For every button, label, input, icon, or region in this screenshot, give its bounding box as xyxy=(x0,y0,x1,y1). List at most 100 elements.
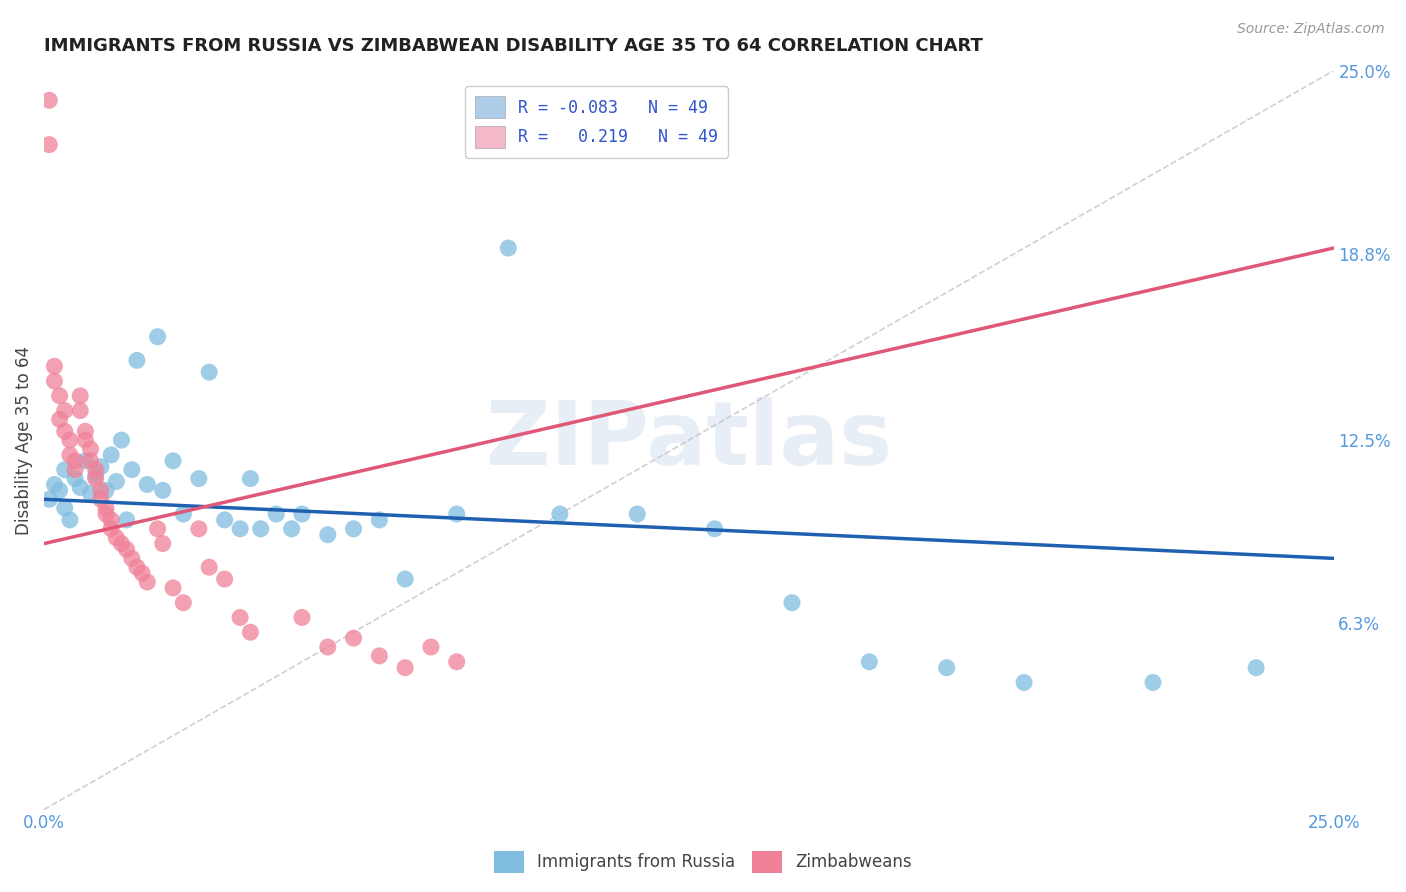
Point xyxy=(935,661,957,675)
Point xyxy=(858,655,880,669)
Point xyxy=(59,448,82,462)
Point xyxy=(239,472,262,486)
Point xyxy=(53,501,76,516)
Point xyxy=(84,468,107,483)
Point xyxy=(94,507,117,521)
Point xyxy=(229,522,252,536)
Point xyxy=(198,560,221,574)
Point xyxy=(63,454,86,468)
Point xyxy=(187,522,209,536)
Text: ZIPatlas: ZIPatlas xyxy=(485,397,891,483)
Point xyxy=(368,648,391,663)
Point xyxy=(115,513,138,527)
Point xyxy=(110,433,132,447)
Point xyxy=(280,522,302,536)
Point xyxy=(90,483,112,498)
Point xyxy=(59,433,82,447)
Point xyxy=(249,522,271,536)
Point xyxy=(69,480,91,494)
Point xyxy=(131,566,153,581)
Point xyxy=(419,640,441,654)
Point xyxy=(342,631,364,645)
Point xyxy=(94,501,117,516)
Point xyxy=(48,483,70,498)
Point xyxy=(498,241,520,255)
Point xyxy=(600,137,623,152)
Point xyxy=(121,551,143,566)
Point xyxy=(214,513,236,527)
Point xyxy=(38,93,60,107)
Point xyxy=(125,560,148,574)
Text: IMMIGRANTS FROM RUSSIA VS ZIMBABWEAN DISABILITY AGE 35 TO 64 CORRELATION CHART: IMMIGRANTS FROM RUSSIA VS ZIMBABWEAN DIS… xyxy=(44,37,983,55)
Point xyxy=(187,472,209,486)
Point xyxy=(63,472,86,486)
Point xyxy=(53,463,76,477)
Point xyxy=(53,424,76,438)
Point xyxy=(291,507,314,521)
Point xyxy=(100,522,122,536)
Point xyxy=(121,463,143,477)
Point xyxy=(100,513,122,527)
Point xyxy=(75,454,97,468)
Point xyxy=(110,536,132,550)
Point xyxy=(780,596,803,610)
Point xyxy=(84,472,107,486)
Point xyxy=(162,454,184,468)
Point xyxy=(105,531,128,545)
Point xyxy=(162,581,184,595)
Point xyxy=(172,596,194,610)
Point xyxy=(146,329,169,343)
Point xyxy=(264,507,287,521)
Point xyxy=(44,374,66,388)
Point xyxy=(44,359,66,374)
Legend: R = -0.083   N = 49, R =   0.219   N = 49: R = -0.083 N = 49, R = 0.219 N = 49 xyxy=(465,87,728,158)
Text: Source: ZipAtlas.com: Source: ZipAtlas.com xyxy=(1237,22,1385,37)
Point xyxy=(100,448,122,462)
Point xyxy=(136,477,159,491)
Point xyxy=(368,513,391,527)
Point xyxy=(291,610,314,624)
Point xyxy=(48,412,70,426)
Point xyxy=(316,640,339,654)
Y-axis label: Disability Age 35 to 64: Disability Age 35 to 64 xyxy=(15,345,32,534)
Point xyxy=(1012,675,1035,690)
Point xyxy=(446,655,468,669)
Point xyxy=(446,507,468,521)
Point xyxy=(198,365,221,379)
Point xyxy=(44,477,66,491)
Point xyxy=(703,522,725,536)
Point xyxy=(548,507,571,521)
Point xyxy=(626,507,648,521)
Point xyxy=(90,459,112,474)
Point xyxy=(79,454,101,468)
Point xyxy=(229,610,252,624)
Point xyxy=(115,542,138,557)
Point xyxy=(84,463,107,477)
Point xyxy=(59,513,82,527)
Point xyxy=(53,403,76,417)
Point xyxy=(69,403,91,417)
Point xyxy=(90,492,112,507)
Point xyxy=(105,475,128,489)
Point xyxy=(79,486,101,500)
Point xyxy=(394,661,416,675)
Point xyxy=(63,463,86,477)
Point xyxy=(239,625,262,640)
Point xyxy=(48,389,70,403)
Point xyxy=(214,572,236,586)
Point xyxy=(38,492,60,507)
Point xyxy=(394,572,416,586)
Point xyxy=(152,536,174,550)
Point xyxy=(1142,675,1164,690)
Legend: Immigrants from Russia, Zimbabweans: Immigrants from Russia, Zimbabweans xyxy=(488,845,918,880)
Point xyxy=(342,522,364,536)
Point xyxy=(316,527,339,541)
Point xyxy=(152,483,174,498)
Point xyxy=(38,137,60,152)
Point xyxy=(75,433,97,447)
Point xyxy=(172,507,194,521)
Point xyxy=(1244,661,1267,675)
Point xyxy=(79,442,101,456)
Point xyxy=(75,424,97,438)
Point xyxy=(69,389,91,403)
